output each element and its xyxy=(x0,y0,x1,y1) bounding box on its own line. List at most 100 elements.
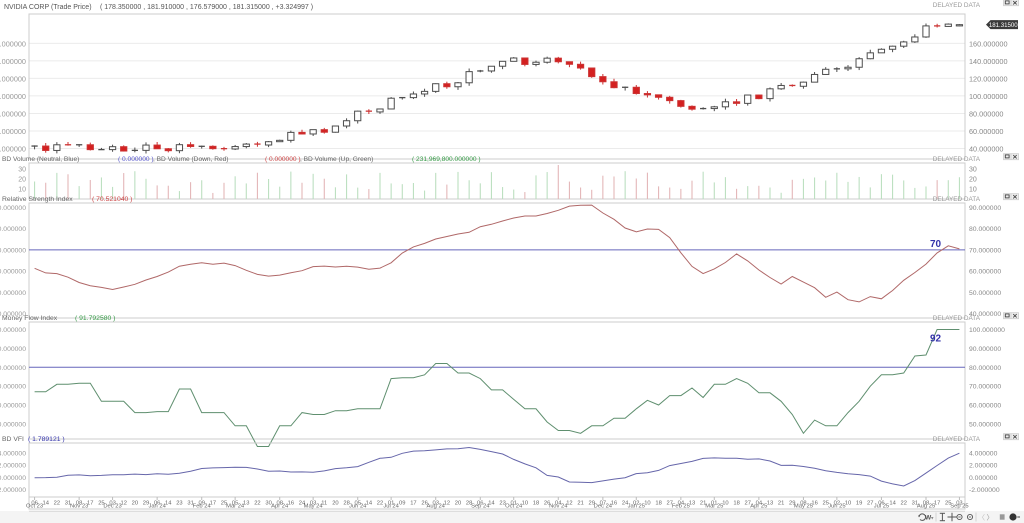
svg-text:13: 13 xyxy=(767,501,773,507)
svg-text:Mar 25: Mar 25 xyxy=(705,504,723,510)
svg-text:0.000000: 0.000000 xyxy=(969,475,998,482)
svg-text:80.000000: 80.000000 xyxy=(969,365,1001,372)
svg-text:100.000000: 100.000000 xyxy=(0,92,26,101)
svg-text:50.000000: 50.000000 xyxy=(0,421,26,428)
svg-text:181.315000: 181.315000 xyxy=(989,22,1022,29)
svg-text:-2.000000: -2.000000 xyxy=(0,487,26,494)
svg-text:60.000000: 60.000000 xyxy=(969,403,1001,410)
svg-text:90.000000: 90.000000 xyxy=(969,205,1001,212)
svg-text:17: 17 xyxy=(87,501,93,507)
svg-text:, BD Volume (Down, Red): , BD Volume (Down, Red) xyxy=(153,156,229,163)
svg-text:60.000000: 60.000000 xyxy=(969,127,1004,136)
svg-text:160.000000: 160.000000 xyxy=(969,39,1008,48)
svg-text:4.000000: 4.000000 xyxy=(0,450,26,457)
svg-text:19: 19 xyxy=(856,501,862,507)
svg-text:60.000000: 60.000000 xyxy=(0,269,26,276)
svg-text:120.000000: 120.000000 xyxy=(0,74,26,83)
svg-text:Feb 25: Feb 25 xyxy=(672,504,690,510)
svg-text:70.000000: 70.000000 xyxy=(0,247,26,254)
svg-text:16: 16 xyxy=(611,501,617,507)
svg-text:12: 12 xyxy=(566,501,572,507)
svg-text:23: 23 xyxy=(176,501,182,507)
svg-text:4.000000: 4.000000 xyxy=(969,450,998,457)
svg-text:13: 13 xyxy=(243,501,249,507)
svg-text:70.000000: 70.000000 xyxy=(0,384,26,391)
svg-text:( 0.000000 ): ( 0.000000 ) xyxy=(265,156,301,163)
svg-text:80.000000: 80.000000 xyxy=(0,109,26,118)
svg-text:DELAYED DATA: DELAYED DATA xyxy=(933,2,981,9)
svg-text:( 231,969,800.000000 ): ( 231,969,800.000000 ) xyxy=(412,156,481,163)
svg-text:20: 20 xyxy=(18,177,26,184)
svg-text:14: 14 xyxy=(889,501,896,507)
svg-text:BD VFI: BD VFI xyxy=(2,436,24,443)
svg-text:14: 14 xyxy=(165,501,172,507)
svg-text:14: 14 xyxy=(488,501,495,507)
svg-text:10: 10 xyxy=(18,187,26,194)
svg-text:16: 16 xyxy=(811,501,817,507)
svg-text:100.000000: 100.000000 xyxy=(0,327,26,334)
svg-text:DELAYED DATA: DELAYED DATA xyxy=(933,315,981,322)
svg-text:20: 20 xyxy=(132,501,138,507)
svg-text:17: 17 xyxy=(934,501,940,507)
svg-text:160.000000: 160.000000 xyxy=(0,39,26,48)
svg-text:22: 22 xyxy=(377,501,383,507)
svg-text:2.000000: 2.000000 xyxy=(0,463,26,470)
svg-text:18: 18 xyxy=(733,501,739,507)
svg-text:Oct 24: Oct 24 xyxy=(505,504,523,510)
svg-text:80.000000: 80.000000 xyxy=(969,226,1001,233)
svg-text:Aug 25: Aug 25 xyxy=(917,504,935,510)
svg-text:21: 21 xyxy=(778,501,784,507)
svg-text:70: 70 xyxy=(930,239,942,250)
svg-text:( 178.350000 , 181.910000 ,: ( 178.350000 , 181.910000 , 176.579000 ,… xyxy=(100,4,313,11)
svg-text:18: 18 xyxy=(533,501,539,507)
svg-text:30: 30 xyxy=(18,167,26,174)
svg-text:17: 17 xyxy=(410,501,416,507)
svg-text:11: 11 xyxy=(321,501,327,507)
svg-text:70.000000: 70.000000 xyxy=(969,384,1001,391)
svg-text:〉: 〉 xyxy=(987,513,994,521)
svg-text:60.000000: 60.000000 xyxy=(0,127,26,136)
svg-text:30: 30 xyxy=(969,167,977,174)
svg-text:DELAYED DATA: DELAYED DATA xyxy=(933,156,981,163)
svg-text:13: 13 xyxy=(689,501,695,507)
svg-text:80.000000: 80.000000 xyxy=(969,109,1004,118)
svg-text:90.000000: 90.000000 xyxy=(0,346,26,353)
svg-text:70.000000: 70.000000 xyxy=(969,247,1001,254)
svg-text:Dec 23: Dec 23 xyxy=(103,504,121,510)
svg-text:20: 20 xyxy=(332,501,338,507)
svg-text:DELAYED DATA: DELAYED DATA xyxy=(933,196,981,203)
svg-text:22: 22 xyxy=(54,501,60,507)
svg-text:0.000000: 0.000000 xyxy=(0,475,26,482)
svg-text:09: 09 xyxy=(399,501,405,507)
svg-text:50.000000: 50.000000 xyxy=(969,290,1001,297)
svg-text:Jun 25: Jun 25 xyxy=(828,504,845,510)
svg-text:27: 27 xyxy=(867,501,873,507)
svg-text:40.000000: 40.000000 xyxy=(0,144,26,153)
svg-text:120.000000: 120.000000 xyxy=(969,74,1008,83)
svg-text:12: 12 xyxy=(120,501,126,507)
svg-text:10: 10 xyxy=(969,187,977,194)
svg-text:DELAYED DATA: DELAYED DATA xyxy=(933,436,981,443)
svg-text:90.000000: 90.000000 xyxy=(0,205,26,212)
svg-text:Jan 25: Jan 25 xyxy=(628,504,645,510)
svg-text:20: 20 xyxy=(969,177,977,184)
svg-text:17: 17 xyxy=(210,501,216,507)
svg-text:90.000000: 90.000000 xyxy=(969,346,1001,353)
svg-text:( 91.792580 ): ( 91.792580 ) xyxy=(75,315,115,322)
svg-text:12: 12 xyxy=(444,501,450,507)
svg-text:50.000000: 50.000000 xyxy=(0,290,26,297)
svg-text:( 0.000000 ): ( 0.000000 ) xyxy=(118,156,154,163)
svg-text:22: 22 xyxy=(254,501,260,507)
svg-text:92: 92 xyxy=(930,334,942,345)
svg-text:, BD Volume (Up, Green): , BD Volume (Up, Green) xyxy=(300,156,373,163)
svg-text:80.000000: 80.000000 xyxy=(0,226,26,233)
svg-text:2.000000: 2.000000 xyxy=(969,463,998,470)
svg-text:140.000000: 140.000000 xyxy=(0,57,26,66)
svg-text:Sep 25: Sep 25 xyxy=(950,504,968,510)
svg-text:10: 10 xyxy=(644,501,650,507)
svg-text:10: 10 xyxy=(522,501,528,507)
svg-text:NVIDIA CORP (Trade Price): NVIDIA CORP (Trade Price) xyxy=(4,4,92,11)
svg-text:21: 21 xyxy=(577,501,583,507)
svg-text:Jul 24: Jul 24 xyxy=(383,504,399,510)
svg-text:Money Flow Index: Money Flow Index xyxy=(2,315,58,322)
